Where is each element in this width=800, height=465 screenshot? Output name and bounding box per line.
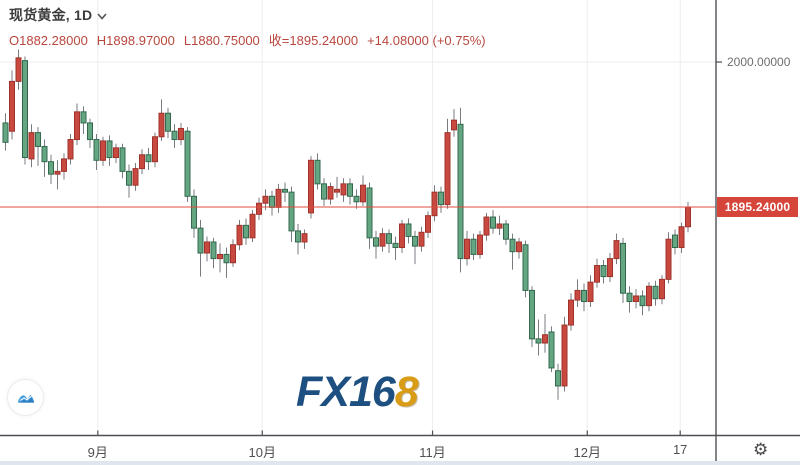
mountain-chart-icon [17,394,34,403]
ohlc-close: 收=1895.24000 [268,33,359,48]
ohlc-high: H1898.97000 [96,33,175,48]
price-axis-label: 2000.00000 [727,55,791,70]
time-axis-label: 17 [672,442,688,457]
settings-gear-icon[interactable]: ⚙ [753,440,769,459]
time-axis-label: 10月 [248,445,276,460]
ohlc-open: O1882.28000 [9,33,88,48]
page-bottom-border [0,461,800,465]
time-axis-label: 12月 [573,445,601,460]
watermark-text-gold: 8 [394,368,419,416]
time-axis-label: 9月 [87,445,108,460]
chart-logo-icon[interactable] [7,379,44,416]
watermark-text-blue: FX16 [296,368,396,416]
ohlc-row: O1882.28000 H1898.97000 L1880.75000 收=1895.… [9,30,495,49]
ohlc-low: L1880.75000 [183,33,260,48]
chevron-down-icon[interactable] [97,7,107,25]
symbol-title-label: 现货黄金, 1D [9,7,93,23]
fx168-watermark: FX168 [296,368,419,417]
chart-header: 现货黄金, 1D O1882.28000 H1898.97000 L1880.750… [9,5,495,49]
symbol-title[interactable]: 现货黄金, 1D [9,5,495,25]
last-price-badge: 1895.24000 [717,197,798,218]
ohlc-change: +14.08000 (+0.75%) [367,33,486,48]
time-axis-label: 11月 [419,445,446,460]
